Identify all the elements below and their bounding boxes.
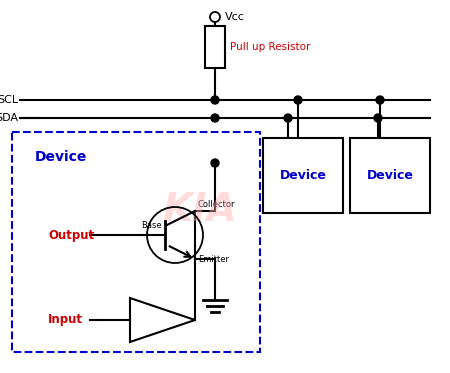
Text: Input: Input bbox=[48, 313, 83, 326]
Bar bbox=[350, 138, 430, 213]
Circle shape bbox=[284, 114, 292, 122]
Circle shape bbox=[211, 96, 219, 104]
Bar bbox=[12, 132, 260, 352]
Text: Device: Device bbox=[35, 150, 87, 164]
Text: Device: Device bbox=[279, 169, 326, 182]
Circle shape bbox=[376, 96, 384, 104]
Text: SCL: SCL bbox=[0, 95, 18, 105]
Text: Vcc: Vcc bbox=[225, 12, 245, 22]
Text: Pull up Resistor: Pull up Resistor bbox=[230, 42, 310, 52]
Text: Base: Base bbox=[141, 221, 162, 230]
Text: Output: Output bbox=[48, 229, 94, 241]
Circle shape bbox=[211, 114, 219, 122]
Text: KIA: KIA bbox=[162, 191, 238, 229]
Text: Collector: Collector bbox=[198, 200, 235, 209]
Circle shape bbox=[374, 114, 382, 122]
Text: Device: Device bbox=[367, 169, 414, 182]
Bar bbox=[263, 138, 343, 213]
Bar bbox=[205, 26, 225, 68]
Circle shape bbox=[211, 159, 219, 167]
Text: Emitter: Emitter bbox=[198, 254, 229, 263]
Text: SDA: SDA bbox=[0, 113, 18, 123]
Circle shape bbox=[294, 96, 302, 104]
